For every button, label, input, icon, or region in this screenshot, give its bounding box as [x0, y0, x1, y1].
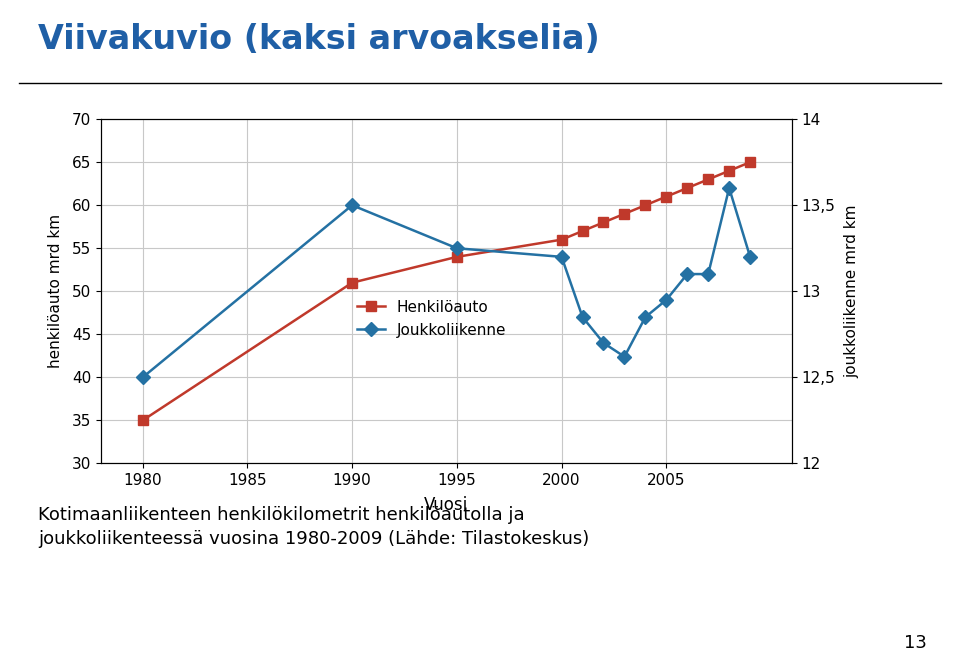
Joukkoliikenne	[618, 353, 630, 361]
Henkilöauto	[137, 416, 149, 424]
Henkilöauto	[577, 227, 588, 235]
Line: Joukkoliikenne: Joukkoliikenne	[138, 183, 755, 382]
Text: Viivakuvio (kaksi arvoakselia): Viivakuvio (kaksi arvoakselia)	[38, 23, 600, 56]
Text: 13: 13	[903, 634, 926, 652]
Text: Kotimaanliikenteen henkilökilometrit henkilöautolla ja
joukkoliikenteessä vuosin: Kotimaanliikenteen henkilökilometrit hen…	[38, 506, 589, 548]
Y-axis label: joukkoliikenne mrd km: joukkoliikenne mrd km	[844, 205, 859, 378]
Joukkoliikenne	[347, 201, 358, 209]
Legend: Henkilöauto, Joukkoliikenne: Henkilöauto, Joukkoliikenne	[357, 300, 507, 338]
Y-axis label: henkilöauto mrd km: henkilöauto mrd km	[48, 214, 63, 368]
Joukkoliikenne	[577, 313, 588, 321]
Joukkoliikenne	[556, 253, 567, 261]
Joukkoliikenne	[724, 184, 735, 192]
Henkilöauto	[660, 193, 672, 201]
Henkilöauto	[618, 210, 630, 218]
Joukkoliikenne	[660, 296, 672, 304]
Joukkoliikenne	[137, 373, 149, 381]
Henkilöauto	[682, 184, 693, 192]
Henkilöauto	[451, 253, 463, 261]
X-axis label: Vuosi: Vuosi	[424, 496, 468, 514]
Henkilöauto	[744, 158, 756, 166]
Joukkoliikenne	[703, 270, 714, 278]
Joukkoliikenne	[639, 313, 651, 321]
Henkilöauto	[724, 167, 735, 175]
Joukkoliikenne	[682, 270, 693, 278]
Joukkoliikenne	[451, 244, 463, 252]
Line: Henkilöauto: Henkilöauto	[138, 158, 755, 425]
Joukkoliikenne	[598, 339, 610, 347]
Henkilöauto	[598, 218, 610, 226]
Henkilöauto	[347, 279, 358, 287]
Henkilöauto	[639, 201, 651, 209]
Joukkoliikenne	[744, 253, 756, 261]
Henkilöauto	[556, 236, 567, 244]
Henkilöauto	[703, 175, 714, 183]
